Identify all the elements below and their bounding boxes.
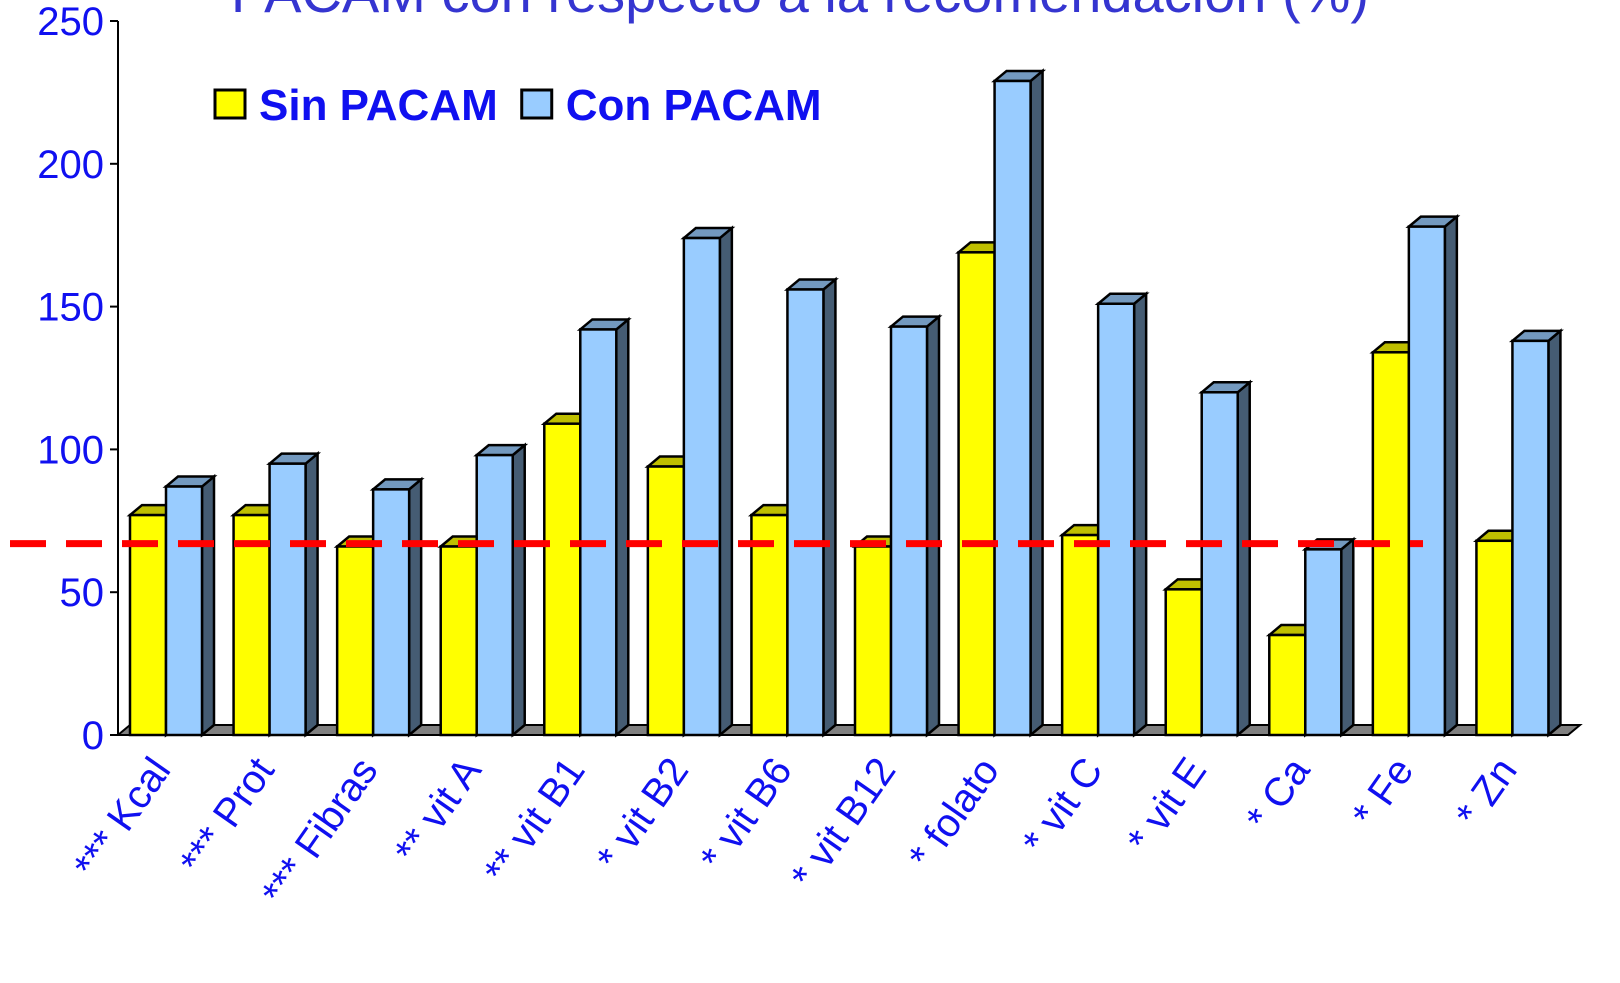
x-tick-label: *** Kcal — [66, 750, 180, 886]
bar — [1198, 379, 1254, 738]
bar-front — [1096, 302, 1136, 737]
bar-front — [1304, 548, 1343, 737]
bar-side — [511, 442, 526, 738]
bar — [680, 225, 736, 738]
bar-side — [1443, 213, 1459, 738]
bar-front — [268, 462, 307, 737]
bar-front — [579, 328, 618, 737]
bar — [887, 313, 943, 738]
bar-front — [232, 513, 271, 737]
bar-front — [1200, 391, 1239, 737]
bar-side — [718, 225, 734, 738]
bar-front — [475, 453, 514, 737]
bar-front — [335, 545, 375, 737]
bar-side — [1236, 379, 1251, 738]
bar-front — [1164, 588, 1203, 737]
y-tick-label: 50 — [60, 571, 105, 615]
x-tick-label: * Fe — [1344, 750, 1422, 835]
bar-front — [371, 488, 411, 737]
bar — [1405, 213, 1461, 738]
x-tick-label: * Zn — [1448, 750, 1526, 835]
x-tick-label: * vit B12 — [783, 750, 904, 897]
x-tick-label: * Ca — [1238, 749, 1319, 839]
bar-side — [304, 451, 319, 738]
bar-front — [1268, 633, 1307, 737]
x-tick-label: * vit B2 — [589, 750, 698, 879]
y-tick-label: 100 — [37, 428, 104, 472]
bar-front — [1475, 539, 1514, 737]
bar-front — [786, 288, 825, 737]
x-tick-label: * folato — [900, 750, 1007, 877]
bar — [783, 276, 839, 738]
chart-title: PACAM con respecto a la recomendación (%… — [231, 0, 1369, 24]
bar — [266, 451, 322, 738]
bar-side — [1340, 536, 1355, 738]
bar-front — [128, 513, 168, 737]
legend-label: Sin PACAM — [259, 81, 498, 130]
bar — [576, 316, 632, 738]
bar — [369, 476, 425, 738]
bar-front — [646, 465, 686, 737]
bar-front — [164, 485, 204, 737]
bar-front — [439, 545, 478, 737]
bar-front — [889, 325, 929, 737]
bar-side — [1547, 328, 1562, 738]
x-tick-label: ** vit A — [386, 750, 490, 872]
x-tick-label: * vit B6 — [692, 750, 801, 879]
x-tick-label: *** Prot — [172, 750, 283, 883]
y-tick-label: 250 — [37, 0, 104, 44]
bar — [162, 473, 218, 738]
bar-side — [615, 316, 630, 738]
y-tick-label: 150 — [37, 286, 104, 330]
bar-front — [682, 236, 722, 737]
x-tick-label: ** vit B1 — [476, 750, 594, 892]
bar-front — [957, 251, 996, 737]
bar-side — [407, 476, 423, 738]
bar — [1301, 536, 1357, 738]
bar — [991, 68, 1047, 738]
bar-side — [200, 473, 216, 738]
legend-swatch — [213, 88, 247, 120]
bar-side — [1132, 291, 1148, 738]
x-tick-label: * vit C — [1014, 750, 1111, 863]
legend-label: Con PACAM — [566, 81, 822, 130]
bar-front — [1407, 225, 1447, 737]
legend-swatch — [520, 88, 554, 120]
bar-front — [1060, 533, 1100, 737]
bar — [473, 442, 529, 738]
bar-front — [543, 422, 582, 737]
bar-side — [822, 276, 837, 738]
bar — [1508, 328, 1564, 738]
bar-side — [1029, 68, 1044, 738]
y-tick-label: 0 — [82, 714, 104, 758]
y-tick-label: 200 — [37, 143, 104, 187]
bar — [1094, 291, 1150, 738]
bar-front — [853, 545, 893, 737]
bar-side — [925, 313, 941, 738]
x-tick-label: * vit E — [1119, 750, 1215, 861]
bar-front — [750, 513, 789, 737]
bar-front — [1511, 339, 1550, 737]
bar-front — [993, 79, 1032, 737]
